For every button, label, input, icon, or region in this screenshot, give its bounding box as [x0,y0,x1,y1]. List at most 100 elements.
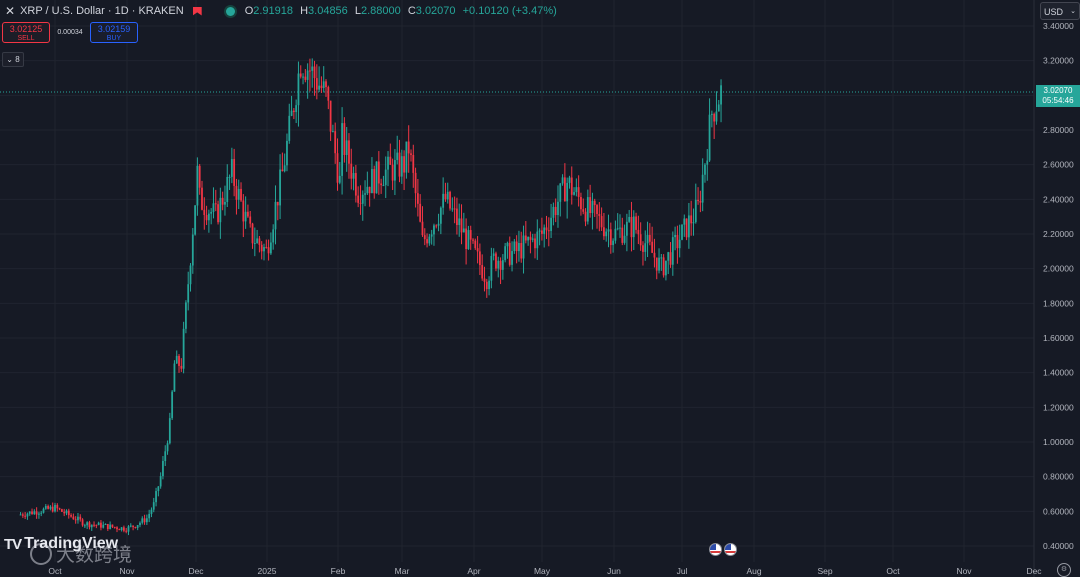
candle-body [456,208,458,226]
candle-body [591,200,594,214]
candle-body [584,211,587,222]
candle-body [171,391,174,419]
candle-body [485,281,488,290]
candle-body [329,100,332,132]
candle-body [527,236,530,241]
x-tick-label: Mar [395,566,410,576]
candle-body [127,526,130,532]
candle-body [178,355,180,366]
x-tick-label: Oct [48,566,62,576]
us-flag-icon[interactable] [724,543,737,556]
candle-body [685,218,688,238]
candle-body [77,516,79,521]
candle-body [26,513,29,517]
candle-body [428,236,431,244]
watermark-logo-icon [30,542,52,565]
candle-body [660,257,663,259]
y-tick-label: 2.40000 [1043,194,1074,204]
candle-body [162,461,164,477]
candle-body [458,218,461,226]
candle-body [706,160,709,165]
candle-body [33,511,36,515]
tradingview-watermark[interactable]: TV TradingView [4,535,118,553]
candle-body [596,205,598,215]
candle-body [368,186,371,194]
candle-body [269,242,272,254]
candle-body [667,252,670,261]
candle-body [233,159,236,186]
candle-body [478,251,481,266]
economic-events [709,543,739,556]
overlay-watermark: 大数跨境 [30,540,132,567]
candle-body [550,217,552,231]
candle-body [325,81,327,88]
candle-body [720,85,722,105]
candle-body [449,191,451,209]
candle-body [265,247,268,249]
candle-body [405,141,408,173]
candle-body [350,163,353,179]
candle-body [320,85,323,89]
x-tick-label: Feb [331,566,346,576]
y-tick-label: 1.80000 [1043,298,1074,308]
last-price-value: 3.02070 [1043,86,1073,95]
us-flag-icon[interactable] [709,543,722,556]
candle-body [483,278,486,282]
candle-body [88,522,91,528]
candle-body [380,183,383,186]
symbol-title[interactable]: XRP / U.S. Dollar · 1D · KRAKEN [20,5,184,17]
x-tick-label: Jun [607,566,621,576]
candle-body [95,524,98,526]
ohlc-values: O2.91918 H3.04856 L2.88000 C3.02070 +0.1… [245,5,561,17]
candle-body [297,73,300,106]
ohlc-high-value: 3.04856 [308,5,348,17]
candle-body [51,506,54,512]
candle-body [302,76,304,78]
candle-body [113,526,116,528]
candle-body [354,173,357,196]
candle-body [134,526,137,528]
market-status-dot-icon [225,6,235,16]
buy-button[interactable]: 3.02159 BUY [90,22,138,43]
candle-body [212,203,215,212]
candle-body [237,188,240,200]
candle-body [400,156,403,177]
candle-body [132,525,134,527]
price-axis: 3.400003.200003.000002.800002.600002.400… [1043,21,1074,551]
candle-body [460,218,463,233]
currency-select[interactable]: USD ⌄ [1040,2,1080,20]
candle-body [632,216,635,238]
overlay-watermark-text: 大数跨境 [56,545,133,566]
sell-button[interactable]: 3.02125 SELL [2,22,50,43]
spread-value: 0.00034 [57,29,83,36]
candle-body [240,188,242,201]
candle-body [65,510,68,514]
candle-body [444,193,447,200]
candle-body [258,238,261,245]
candle-body [577,187,580,197]
buy-price: 3.02159 [97,24,131,34]
candle-body [476,248,479,252]
candle-body [642,245,644,252]
candle-body [488,280,490,290]
settings-icon[interactable]: ⚙ [1057,563,1071,577]
remove-x-icon[interactable]: ✕ [5,4,16,18]
candle-body [97,522,100,526]
indicators-toggle-button[interactable]: ⌄ 8 [2,52,24,67]
flag-icon[interactable] [192,6,202,16]
candle-body [47,506,50,509]
candle-body [506,242,509,247]
candle-body [311,66,314,71]
candle-body [522,235,525,259]
y-tick-label: 2.60000 [1043,160,1074,170]
candle-body [152,502,155,510]
candle-body [242,200,245,222]
candle-body [704,164,706,175]
y-tick-label: 0.80000 [1043,472,1074,482]
candle-body [531,238,534,240]
trade-buttons: 3.02125 SELL 0.00034 3.02159 BUY [2,22,138,43]
candle-body [70,515,72,517]
candle-body [253,242,256,244]
candle-body [497,260,500,269]
